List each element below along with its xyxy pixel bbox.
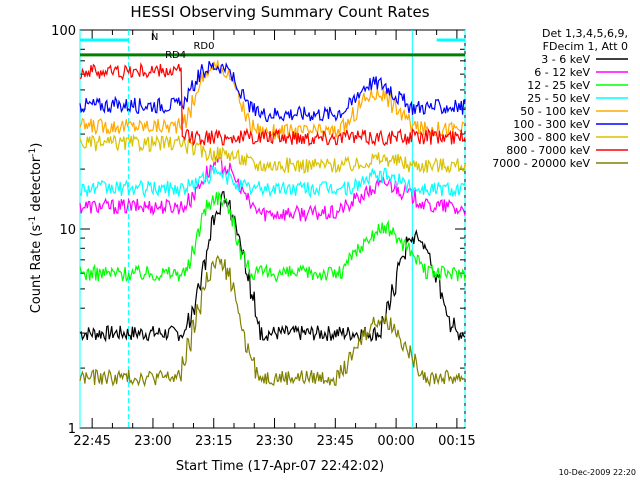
y-tick-label: 1 <box>68 422 76 437</box>
x-tick-label: 23:45 <box>317 434 354 449</box>
y-axis-label-sup2: -1 <box>28 148 38 157</box>
series-line-3 <box>79 165 466 199</box>
footer-date: 10-Dec-2009 22:20 <box>559 468 636 477</box>
series-line-1 <box>79 155 466 222</box>
y-axis-label-sup: -1 <box>28 216 38 225</box>
legend-label: 6 - 12 keV <box>534 66 590 79</box>
series-line-6 <box>79 133 466 175</box>
series-line-2 <box>79 191 466 283</box>
legend-label: 12 - 25 keV <box>527 79 590 92</box>
annotation-n: N <box>151 32 158 43</box>
legend-header: FDecim 1, Att 0 <box>543 40 628 53</box>
series-line-0 <box>79 191 466 343</box>
series-line-5 <box>79 60 466 123</box>
legend-label: 3 - 6 keV <box>541 53 590 66</box>
annotation-rd4: RD4 <box>165 50 186 61</box>
series-line-4 <box>79 60 466 140</box>
x-tick-label: 00:15 <box>438 434 475 449</box>
series-line-7 <box>79 61 466 147</box>
legend-header: Det 1,3,4,5,6,9, <box>542 27 628 40</box>
plot-frame <box>79 29 466 429</box>
y-axis-label-mid: detector <box>29 156 44 216</box>
y-tick-label: 10 <box>59 223 76 238</box>
x-axis-label: Start Time (17-Apr-07 22:42:02) <box>176 459 384 474</box>
legend-label: 7000 - 20000 keV <box>492 157 590 170</box>
y-axis-label-end: ) <box>29 143 44 148</box>
legend-label: 300 - 800 keV <box>513 131 590 144</box>
y-tick-label: 100 <box>51 24 76 39</box>
y-axis-label: Count Rate (s-1 detector-1) <box>28 143 44 314</box>
x-tick-label: 23:30 <box>256 434 293 449</box>
legend: Det 1,3,4,5,6,9,FDecim 1, Att 03 - 6 keV… <box>492 27 628 170</box>
legend-label: 25 - 50 keV <box>527 92 590 105</box>
x-tick-label: 23:15 <box>195 434 232 449</box>
y-axis-label-pre: Count Rate (s <box>29 225 44 314</box>
legend-label: 800 - 7000 keV <box>506 144 590 157</box>
annotation-rd0: RD0 <box>193 41 214 52</box>
x-tick-label: 22:45 <box>73 434 110 449</box>
plot-marks: N RD0 RD4 <box>79 30 466 428</box>
chart-title: HESSI Observing Summary Count Rates <box>130 3 429 21</box>
x-tick-label: 23:00 <box>134 434 171 449</box>
legend-label: 50 - 100 keV <box>520 105 590 118</box>
legend-label: 100 - 300 keV <box>513 118 590 131</box>
x-tick-label: 00:00 <box>377 434 414 449</box>
series-line-8 <box>79 254 466 388</box>
